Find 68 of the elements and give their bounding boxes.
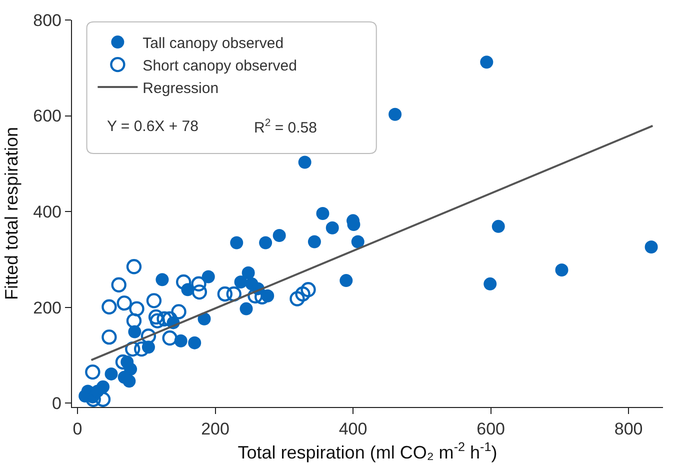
point xyxy=(388,108,402,121)
point xyxy=(230,236,244,250)
legend-label: Tall canopy observed xyxy=(142,34,284,52)
point xyxy=(126,259,142,274)
point xyxy=(492,220,505,233)
point xyxy=(351,235,364,248)
point xyxy=(134,341,150,357)
point xyxy=(259,236,272,250)
point xyxy=(316,207,330,220)
point xyxy=(242,266,255,280)
point xyxy=(240,302,253,316)
y-axis-title: Fitted total respiration xyxy=(1,126,22,300)
point xyxy=(102,329,117,345)
x-tick-label: 600 xyxy=(476,420,505,438)
point xyxy=(191,276,206,292)
legend-label: Regression xyxy=(142,80,219,97)
x-tick-label: 200 xyxy=(201,420,230,438)
point xyxy=(146,293,162,308)
point xyxy=(104,367,118,380)
x-tick-label: 0 xyxy=(72,420,82,438)
y-tick-label: 200 xyxy=(33,298,62,318)
y-tick-label: 800 xyxy=(33,10,62,30)
x-tick-label: 400 xyxy=(338,420,368,438)
annotation: R$^{2}$ = 0.58 xyxy=(254,117,317,136)
point xyxy=(480,56,494,69)
point xyxy=(217,286,233,302)
point xyxy=(326,221,339,234)
point xyxy=(162,311,178,326)
point xyxy=(226,286,242,302)
y-tick-label: 0 xyxy=(52,394,62,414)
point xyxy=(140,328,156,344)
point xyxy=(148,309,164,325)
point xyxy=(122,374,136,388)
legend-label: Short canopy observed xyxy=(142,57,297,74)
point xyxy=(125,341,140,357)
point xyxy=(111,277,126,292)
y-tick-label: 400 xyxy=(33,202,62,222)
point xyxy=(300,282,316,298)
point xyxy=(129,301,144,316)
point xyxy=(644,240,658,254)
annotation: Y = 0.6X + 78 xyxy=(107,118,198,135)
point xyxy=(340,274,353,288)
y-tick-label: 600 xyxy=(33,106,62,126)
point xyxy=(308,235,321,248)
point xyxy=(126,313,142,328)
point xyxy=(254,289,270,304)
point xyxy=(198,312,211,326)
point xyxy=(192,284,208,300)
point xyxy=(295,286,310,302)
point xyxy=(202,270,215,284)
point xyxy=(95,392,111,407)
x-axis-title: Total respiration (ml CO₂ m$^{-2}$ h$^{-1}$) xyxy=(238,440,498,463)
point xyxy=(162,330,178,346)
point xyxy=(85,364,100,380)
point xyxy=(188,336,202,350)
point xyxy=(290,291,305,306)
point xyxy=(171,304,186,320)
x-tick-label: 800 xyxy=(614,420,643,438)
point xyxy=(272,229,286,242)
point xyxy=(150,313,166,328)
point xyxy=(176,274,192,290)
point xyxy=(116,295,132,311)
point xyxy=(102,299,117,314)
point xyxy=(298,156,312,169)
point xyxy=(156,273,169,286)
point xyxy=(234,275,248,288)
point xyxy=(555,264,568,277)
point xyxy=(484,277,497,290)
